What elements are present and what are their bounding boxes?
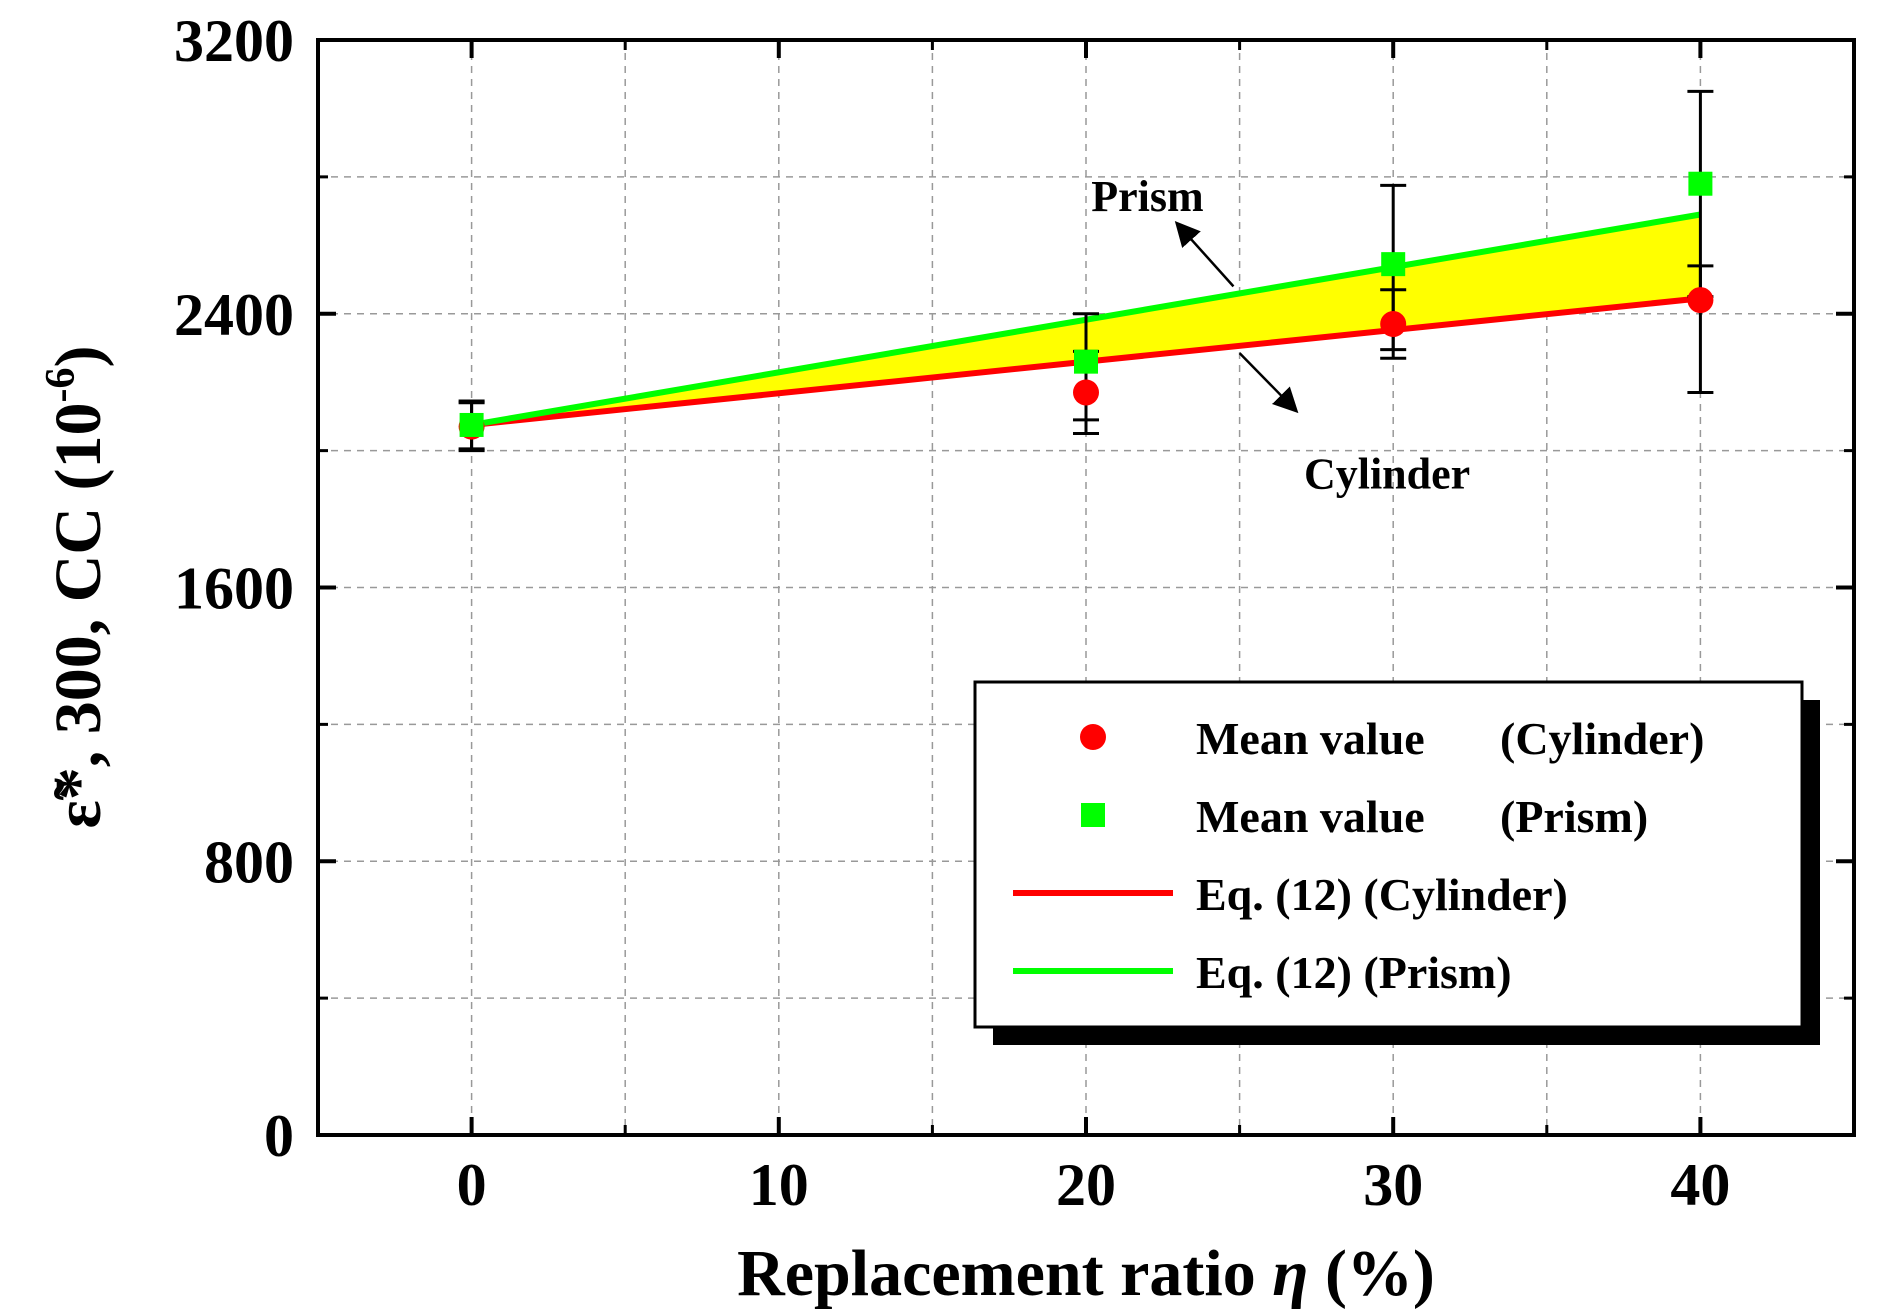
x-tick-label-40: 40 [1670,1152,1730,1218]
data-markers [458,171,1714,440]
x-tick-label-10: 10 [749,1152,809,1218]
y-axis-title-exponent: -6 [38,367,84,402]
legend-label-eq-cylinder: Eq. (12) (Cylinder) [1196,869,1568,920]
x-tick-label-30: 30 [1363,1152,1423,1218]
annotations: Prism Cylinder [1091,172,1470,498]
legend-marker-cylinder [1080,724,1106,750]
y-axis-title-text: ε̃*, 300, CC (10 [42,402,115,828]
legend-label-mean-cylinder-suffix: (Cylinder) [1500,713,1704,764]
y-axis-title-close: ) [42,346,115,368]
y-axis-title: ε̃*, 300, CC (10-6) [38,346,115,829]
marker-prism-20 [1074,349,1098,374]
marker-cylinder-30 [1380,311,1407,338]
y-tick-label-800: 800 [204,829,294,895]
marker-prism-40 [1688,171,1713,196]
legend-label-mean-cylinder: Mean value [1196,713,1425,764]
annotation-arrow-cylinder [1238,352,1299,414]
x-tick-label-0: 0 [457,1152,487,1218]
legend-label-mean-prism: Mean value [1196,791,1425,842]
axis-ticks [318,38,1854,1137]
x-axis-title-symbol: η [1272,1237,1308,1310]
marker-prism-0 [459,412,484,437]
marker-cylinder-40 [1687,287,1714,314]
legend-marker-prism [1081,803,1105,827]
x-axis-title-unit: (%) [1325,1237,1435,1310]
legend-label-mean-prism-suffix: (Prism) [1500,791,1648,842]
annotation-label-cylinder: Cylinder [1304,449,1470,498]
x-tick-label-20: 20 [1056,1152,1116,1218]
marker-cylinder-20 [1073,379,1099,406]
annotation-arrow-prism [1174,221,1235,288]
y-tick-label-0: 0 [264,1103,294,1169]
legend-label-eq-prism: Eq. (12) (Prism) [1196,947,1512,998]
marker-prism-30 [1381,252,1406,277]
legend: Mean value (Cylinder) Mean value (Prism) Eq.… [973,680,1820,1045]
x-axis-title-text: Replacement ratio [737,1237,1256,1310]
x-axis-title: Replacement ratio η (%) [737,1237,1435,1310]
tick-labels: 0 10 20 30 40 0 800 1600 2400 3200 [174,8,1730,1218]
y-tick-label-2400: 2400 [174,282,294,348]
annotation-label-prism: Prism [1091,172,1203,221]
y-tick-label-1600: 1600 [174,556,294,622]
y-tick-label-3200: 3200 [174,8,294,74]
